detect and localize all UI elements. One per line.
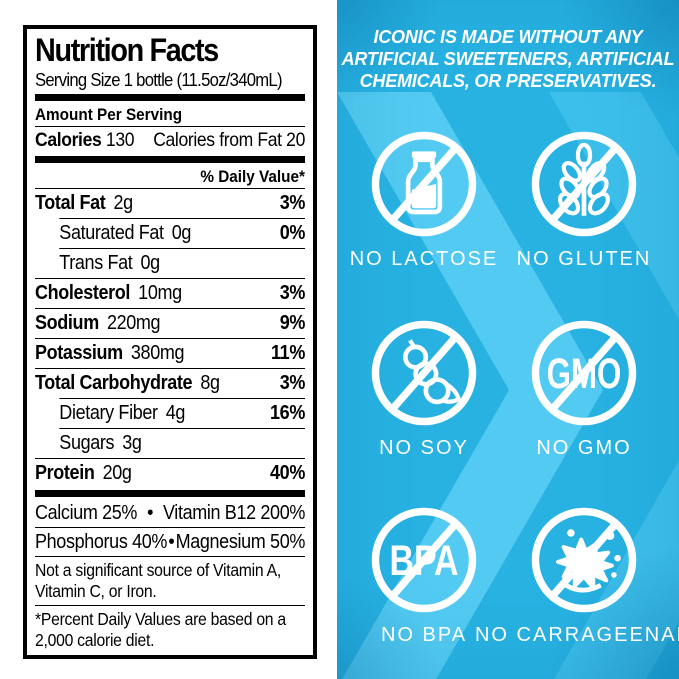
gmo-text-icon: GMO	[531, 320, 637, 426]
dv-value: 9%	[279, 312, 306, 334]
vitamin-line-2: Phosphorus 40% • Magnesium 50%	[35, 527, 305, 556]
nutrient-row-saturated-fat: Saturated Fat 0g 0%	[59, 218, 305, 248]
thick-divider	[35, 94, 305, 101]
bullet: •	[168, 531, 175, 553]
dv-value: 40%	[270, 462, 305, 484]
calories-from-fat: Calories from Fat 20	[153, 129, 305, 151]
thick-divider	[35, 490, 305, 497]
nutrient-row-total-fat: Total Fat 2g 3%	[35, 189, 305, 218]
calories-value: 130	[105, 129, 135, 151]
nutrient-row-total-carbohydrate: Total Carbohydrate 8g 3%	[35, 368, 305, 398]
dv-value: 3%	[279, 192, 306, 214]
dv-value: 0%	[279, 222, 306, 244]
badge-label: NO GMO	[536, 437, 632, 459]
calories-label: Calories	[35, 129, 102, 151]
badge-label: NO BPA	[380, 624, 468, 646]
nutrient-row-trans-fat: Trans Fat 0g	[59, 248, 305, 278]
headline-line: CHEMICALS, OR PRESERVATIVES.	[359, 71, 657, 91]
nutrient-row-cholesterol: Cholesterol 10mg 3%	[35, 278, 305, 308]
badge-label: NO SOY	[379, 437, 469, 459]
percent-daily-values-note: *Percent Daily Values are based on a 2,0…	[35, 605, 305, 654]
badge-no-carrageenan: NO CARRAGEENAN	[475, 504, 679, 646]
seaweed-splat-icon	[531, 507, 637, 613]
nutrition-facts-label: Nutrition Facts Serving Size 1 bottle (1…	[23, 25, 317, 659]
bullet: •	[147, 502, 154, 524]
badge-label: NO GLUTEN	[516, 248, 652, 270]
wheat-icon	[531, 131, 637, 237]
nutrition-facts-title: Nutrition Facts	[35, 32, 219, 68]
dv-value: 16%	[270, 402, 305, 424]
badge-label: NO LACTOSE	[349, 248, 499, 270]
nutrient-row-sodium: Sodium 220mg 9%	[35, 308, 305, 338]
nutrient-row-dietary-fiber: Dietary Fiber 4g 16%	[59, 398, 305, 428]
not-significant-note: Not a significant source of Vitamin A, V…	[35, 556, 305, 605]
nutrient-row-potassium: Potassium 380mg 11%	[35, 338, 305, 368]
bpa-text-icon: BPA	[371, 507, 477, 613]
badge-no-lactose: NO LACTOSE	[339, 128, 509, 270]
badge-no-gmo: GMO NO GMO	[499, 317, 669, 459]
badge-no-bpa: BPA NO BPA	[339, 504, 509, 646]
iconic-claims-panel: ICONIC IS MADE WITHOUT ANY ARTIFICIAL SW…	[337, 0, 679, 679]
thick-divider	[35, 156, 305, 163]
dv-value: 3%	[279, 282, 306, 304]
dv-value: 3%	[279, 372, 306, 394]
soybean-pod-icon	[371, 320, 477, 426]
calories-row: Calories 130 Calories from Fat 20	[35, 127, 305, 154]
dv-value: 11%	[271, 342, 305, 364]
badge-no-soy: NO SOY	[339, 317, 509, 459]
milk-bottle-icon	[371, 131, 477, 237]
headline-line: ARTIFICIAL SWEETENERS, ARTIFICIAL	[341, 49, 675, 69]
badge-no-gluten: NO GLUTEN	[499, 128, 669, 270]
headline-line: ICONIC IS MADE WITHOUT ANY	[373, 27, 643, 47]
headline: ICONIC IS MADE WITHOUT ANY ARTIFICIAL SW…	[337, 26, 679, 92]
serving-size: Serving Size 1 bottle (11.5oz/340mL)	[35, 69, 283, 90]
nutrient-row-protein: Protein 20g 40%	[35, 458, 305, 488]
vitamin-line-1: Calcium 25% • Vitamin B12 200%	[35, 499, 305, 527]
daily-value-header: % Daily Value*	[35, 165, 305, 189]
amount-per-serving: Amount Per Serving	[35, 103, 305, 127]
nutrient-row-sugars: Sugars 3g	[59, 428, 305, 458]
badge-label: NO CARRAGEENAN	[474, 624, 679, 646]
